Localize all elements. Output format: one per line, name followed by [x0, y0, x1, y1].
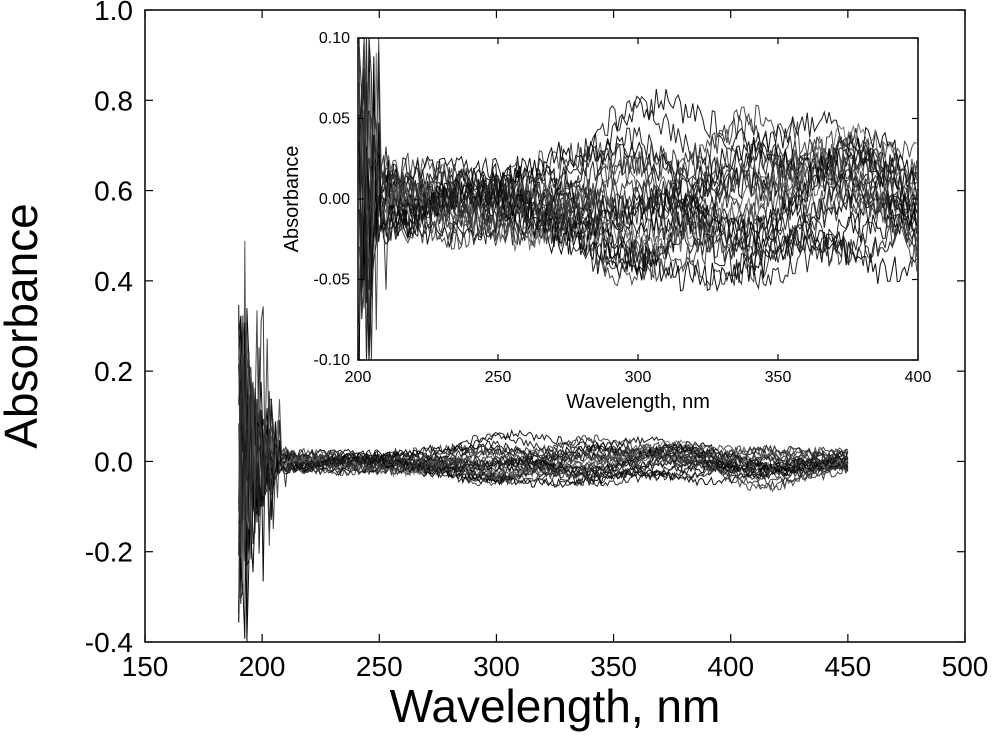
inset-xlabel: Wavelength, nm [566, 391, 710, 413]
main-xtick-label-4: 350 [590, 651, 637, 682]
main-ytick-label-2: 0.0 [94, 446, 133, 477]
inset-xtick-label-3: 350 [765, 369, 792, 386]
main-xlabel: Wavelength, nm [390, 680, 721, 732]
main-ytick-label-1: -0.2 [85, 537, 133, 568]
main-ytick-label-4: 0.4 [94, 266, 133, 297]
main-xtick-label-2: 250 [356, 651, 403, 682]
main-ytick-label-6: 0.8 [94, 85, 133, 116]
main-series-22 [239, 364, 848, 642]
inset-ytick-label-3: 0.05 [319, 111, 350, 128]
inset-xtick-label-0: 200 [345, 369, 372, 386]
main-ylabel: Absorbance [0, 203, 47, 449]
main-xtick-label-1: 200 [239, 651, 286, 682]
main-series-7 [239, 396, 848, 622]
main-ytick-label-0: -0.4 [85, 627, 133, 658]
chart-container: 150200250300350400450500-0.4-0.20.00.20.… [0, 0, 1000, 739]
inset-ytick-label-2: 0.00 [319, 191, 350, 208]
inset-ytick-label-1: -0.05 [314, 272, 351, 289]
main-series-16 [239, 417, 848, 604]
main-ytick-label-3: 0.2 [94, 356, 133, 387]
main-ytick-label-7: 1.0 [94, 0, 133, 26]
main-xtick-label-6: 450 [824, 651, 871, 682]
inset-xtick-label-2: 300 [625, 369, 652, 386]
main-series-8 [239, 391, 848, 598]
main-series-15 [239, 340, 848, 550]
main-ytick-label-5: 0.6 [94, 176, 133, 207]
main-xtick-label-3: 300 [473, 651, 520, 682]
inset-xtick-label-1: 250 [485, 369, 512, 386]
inset-ytick-label-4: 0.10 [319, 30, 350, 47]
main-series-11 [239, 425, 848, 553]
main-chart-svg: 150200250300350400450500-0.4-0.20.00.20.… [0, 0, 1000, 739]
main-xtick-label-5: 400 [707, 651, 754, 682]
inset-ylabel: Absorbance [281, 146, 303, 253]
inset-xtick-label-4: 400 [905, 369, 932, 386]
main-xtick-label-7: 500 [942, 651, 989, 682]
main-series-25 [239, 347, 848, 544]
inset-ytick-label-0: -0.10 [314, 352, 351, 369]
